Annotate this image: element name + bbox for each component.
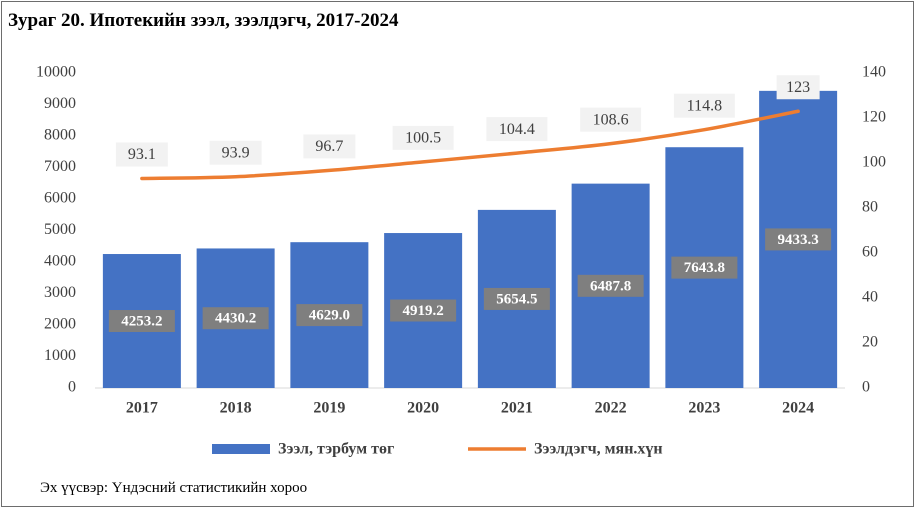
y-right-tick-label: 60: [862, 244, 878, 261]
line-data-label-bg: [303, 134, 356, 159]
legend-label-line: Зээлдэгч, мян.хүн: [534, 441, 663, 458]
y-right-tick-label: 80: [862, 199, 878, 216]
y-left-tick-label: 5000: [44, 221, 76, 238]
x-tick-label: 2023: [688, 400, 720, 417]
y-left-tick-label: 10000: [36, 64, 76, 81]
y-left-tick-label: 0: [68, 379, 76, 396]
bar-data-label: 5654.5: [496, 291, 537, 307]
line-data-label: 114.8: [687, 97, 722, 114]
y-right-tick-label: 40: [862, 289, 878, 306]
x-tick-label: 2019: [313, 400, 345, 417]
y-left-tick-label: 4000: [44, 253, 76, 270]
bar-data-label-bg: [108, 310, 175, 333]
x-tick-label: 2024: [782, 400, 814, 417]
bar-data-label-bg: [671, 256, 738, 279]
line-data-label: 108.6: [593, 111, 629, 128]
bar-data-label: 4629.0: [309, 308, 350, 324]
line-data-label-bg: [673, 93, 735, 118]
line-data-label: 93.1: [128, 146, 156, 163]
bar-data-label-bg: [390, 299, 457, 322]
legend-label-bar: Зээл, тэрбум төг: [278, 441, 394, 458]
line-data-label-bg: [392, 125, 454, 150]
combo-chart: 0100020003000400050006000700080009000100…: [36, 64, 886, 458]
bar-data-label-bg: [483, 287, 550, 310]
bar-data-label: 4919.2: [403, 303, 444, 319]
source-note: Эх үүсвэр: Үндэсний статистикийн хороо: [40, 480, 308, 496]
line-data-label: 96.7: [315, 138, 343, 155]
bar-data-label-bg: [202, 307, 269, 330]
y-right-tick-label: 0: [862, 379, 870, 396]
y-left-tick-label: 6000: [44, 190, 76, 207]
y-left-tick-label: 7000: [44, 158, 76, 175]
y-left-tick-label: 3000: [44, 284, 76, 301]
line-data-label: 93.9: [222, 144, 250, 161]
legend-swatch-bar: [212, 444, 270, 454]
x-tick-label: 2021: [501, 400, 533, 417]
y-left-tick-label: 8000: [44, 127, 76, 144]
x-tick-label: 2018: [220, 400, 252, 417]
y-right-tick-label: 100: [862, 154, 886, 171]
line-data-label-bg: [776, 75, 820, 100]
y-right-tick-label: 20: [862, 334, 878, 351]
y-right-tick-label: 140: [862, 64, 886, 81]
line-data-label-bg: [580, 107, 642, 132]
bar-data-label-bg: [296, 304, 363, 327]
y-left-tick-label: 2000: [44, 316, 76, 333]
line-data-label: 123: [786, 79, 810, 96]
y-left-tick-label: 1000: [44, 347, 76, 364]
figure-title: Зураг 20. Ипотекийн зээл, зээлдэгч, 2017…: [8, 10, 399, 31]
y-left-tick-label: 9000: [44, 95, 76, 112]
line-data-label-bg: [209, 140, 262, 165]
line-data-label: 104.4: [499, 121, 535, 138]
line-data-label-bg: [486, 117, 548, 142]
line-data-label-bg: [115, 142, 168, 167]
x-tick-label: 2020: [407, 400, 439, 417]
bar-data-label: 7643.8: [684, 260, 725, 276]
bar-data-label: 4253.2: [121, 313, 162, 329]
bar-data-label-bg: [577, 274, 644, 297]
y-right-tick-label: 120: [862, 109, 886, 126]
bar-data-label: 9433.3: [778, 232, 819, 248]
bar-data-label-bg: [765, 228, 832, 251]
x-tick-label: 2022: [595, 400, 627, 417]
bar-data-label: 4430.2: [215, 311, 256, 327]
line-series: [140, 109, 800, 181]
x-tick-label: 2017: [126, 400, 158, 417]
line-data-label: 100.5: [405, 130, 441, 147]
bar-data-label: 6487.8: [590, 278, 631, 294]
